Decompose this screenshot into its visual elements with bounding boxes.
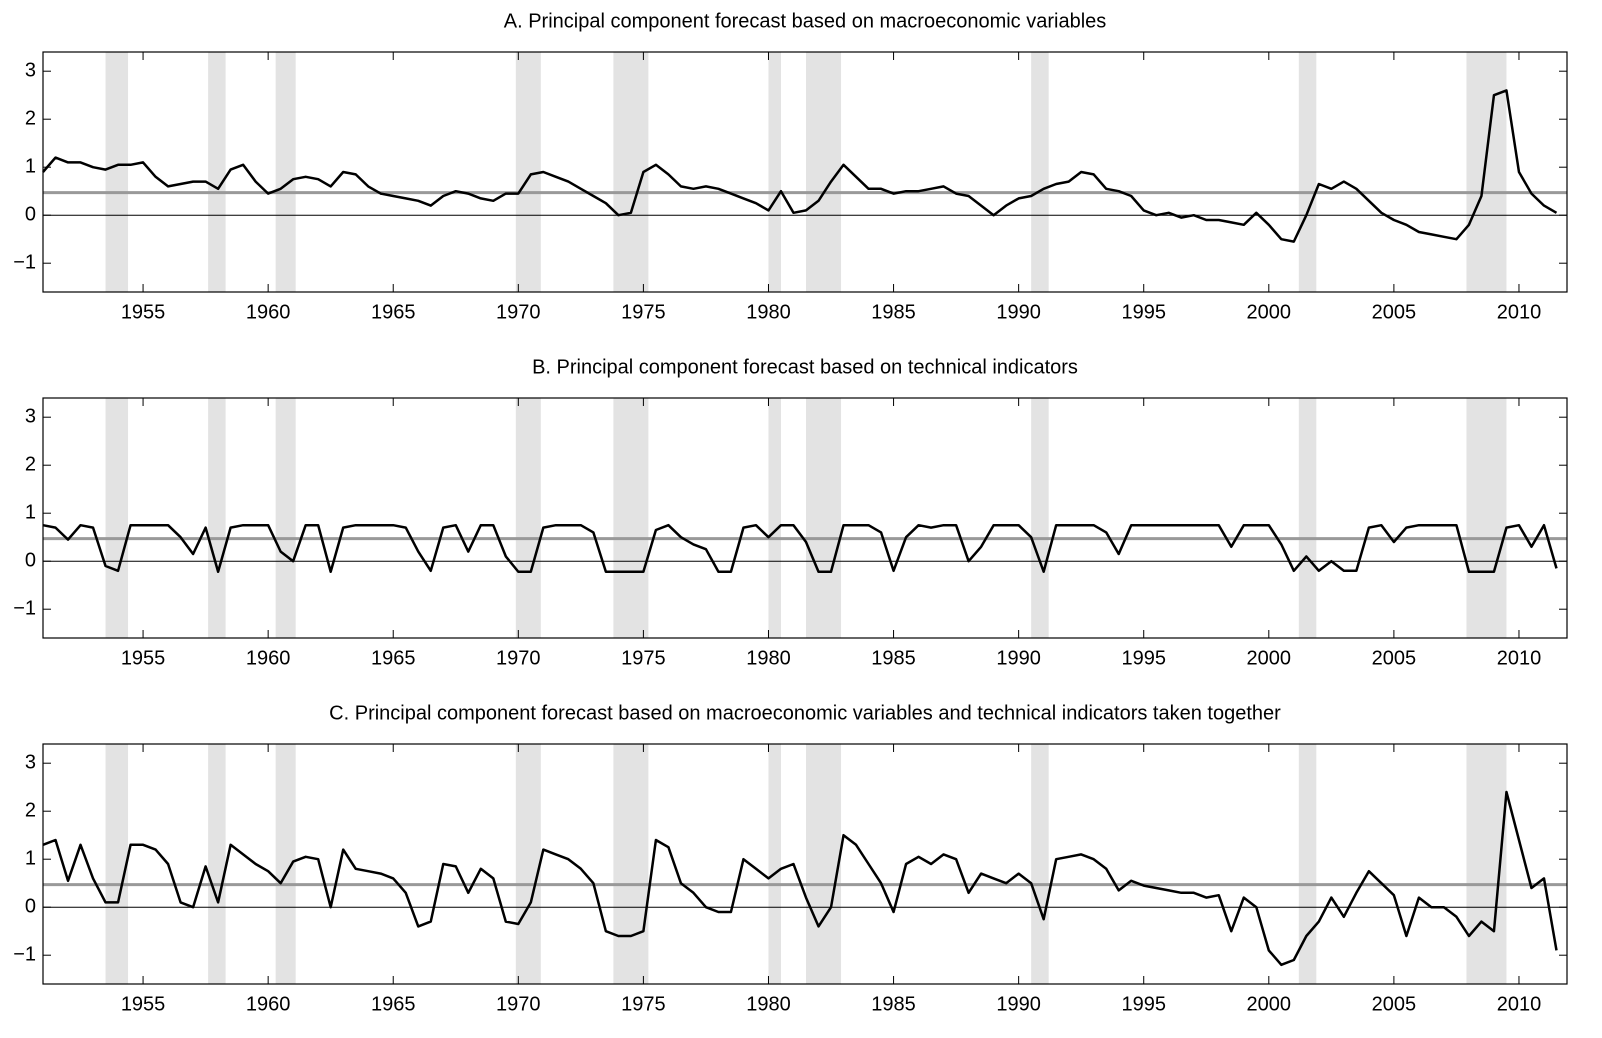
x-tick-label: 2005 [1372,993,1417,1015]
x-tick-label: 1955 [121,301,166,323]
data-line [42,790,1558,967]
recession-band [806,744,842,984]
x-tick-label: 2010 [1497,993,1542,1015]
x-tick-label: 1960 [246,647,291,669]
y-tick-label: 1 [25,155,36,177]
x-tick-label: 1955 [121,993,166,1015]
x-tick-label: 2000 [1247,301,1292,323]
x-tick-label: 1975 [621,993,666,1015]
y-tick-label: 0 [25,895,36,917]
x-tick-label: 1970 [496,993,541,1015]
x-tick-label: 2010 [1497,301,1542,323]
y-tick-label: −1 [13,597,36,619]
x-tick-label: 1995 [1121,993,1166,1015]
y-tick-label: 2 [25,799,36,821]
recession-band [1298,398,1317,638]
x-tick-label: 1985 [871,301,916,323]
recession-band [768,52,781,292]
y-tick-label: 3 [25,59,36,81]
x-tick-label: 1970 [496,301,541,323]
y-tick-label: 0 [25,203,36,225]
recession-band [1298,744,1317,984]
y-tick-label: 2 [25,107,36,129]
y-tick-label: −1 [13,251,36,273]
data-line [42,89,1558,243]
x-tick-label: 1995 [1121,301,1166,323]
recession-band [806,52,842,292]
recession-band [105,52,129,292]
x-tick-label: 1980 [746,647,791,669]
x-tick-label: 1965 [371,647,416,669]
x-tick-label: 2005 [1372,301,1417,323]
x-tick-label: 1985 [871,647,916,669]
x-tick-label: 1990 [996,647,1041,669]
chart-title: C. Principal component forecast based on… [329,702,1281,724]
x-tick-label: 1990 [996,993,1041,1015]
y-tick-label: 3 [25,405,36,427]
recession-band [105,744,129,984]
recession-band [105,398,129,638]
x-tick-label: 2000 [1247,993,1292,1015]
y-tick-label: 3 [25,751,36,773]
recession-band [1466,398,1507,638]
recession-band [275,398,296,638]
x-tick-label: 1975 [621,647,666,669]
plot-frame [42,743,1568,985]
x-tick-label: 1970 [496,647,541,669]
x-tick-label: 1960 [246,301,291,323]
recession-band [208,744,226,984]
recession-band [613,744,649,984]
x-tick-label: 1980 [746,993,791,1015]
plot-frame [42,397,1568,639]
x-tick-label: 2000 [1247,647,1292,669]
x-tick-label: 1965 [371,301,416,323]
recession-band [768,398,781,638]
recession-band [208,52,226,292]
recession-band [1466,52,1507,292]
recession-band [1031,744,1049,984]
x-tick-label: 1955 [121,647,166,669]
recession-band [515,398,541,638]
x-tick-label: 1960 [246,993,291,1015]
recession-band [515,744,541,984]
y-tick-label: 1 [25,847,36,869]
chart-title: A. Principal component forecast based on… [504,10,1107,32]
recession-band [1298,52,1317,292]
y-tick-label: 2 [25,453,36,475]
x-tick-label: 2005 [1372,647,1417,669]
recession-band [208,398,226,638]
recession-band [275,744,296,984]
recession-band [275,52,296,292]
x-tick-label: 2010 [1497,647,1542,669]
x-tick-label: 1965 [371,993,416,1015]
recession-band [768,744,781,984]
recession-band [1031,398,1049,638]
x-tick-label: 1980 [746,301,791,323]
recession-band [1031,52,1049,292]
x-tick-label: 1985 [871,993,916,1015]
x-tick-label: 1975 [621,301,666,323]
y-tick-label: 1 [25,501,36,523]
chart-title: B. Principal component forecast based on… [532,356,1078,378]
plot-frame [42,51,1568,293]
y-tick-label: 0 [25,549,36,571]
data-line [42,523,1558,574]
recession-band [515,52,541,292]
x-tick-label: 1995 [1121,647,1166,669]
x-tick-label: 1990 [996,301,1041,323]
y-tick-label: −1 [13,943,36,965]
recession-band [806,398,842,638]
recession-band [613,398,649,638]
